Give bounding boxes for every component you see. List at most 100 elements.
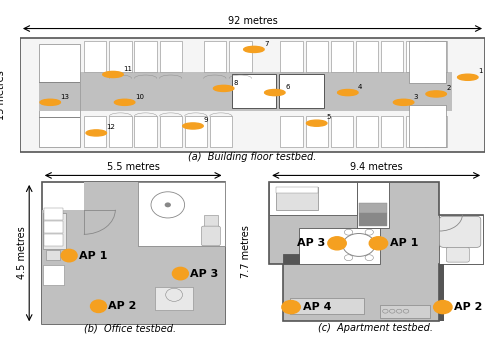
- Bar: [230, 41, 252, 72]
- Polygon shape: [269, 182, 483, 321]
- Bar: [210, 116, 232, 147]
- Circle shape: [214, 85, 234, 92]
- Text: 92 metres: 92 metres: [228, 16, 278, 26]
- Bar: [330, 41, 353, 72]
- Bar: [232, 74, 276, 108]
- Bar: [356, 182, 389, 228]
- Bar: [356, 116, 378, 147]
- FancyBboxPatch shape: [446, 247, 469, 262]
- Circle shape: [90, 300, 106, 313]
- FancyBboxPatch shape: [202, 226, 220, 246]
- Circle shape: [244, 46, 264, 53]
- Circle shape: [172, 267, 188, 280]
- Text: AP 1: AP 1: [78, 251, 107, 261]
- Bar: [280, 116, 302, 147]
- Bar: [43, 213, 66, 249]
- Circle shape: [86, 130, 106, 136]
- Circle shape: [264, 89, 285, 96]
- Text: AP 1: AP 1: [390, 238, 418, 248]
- Bar: [44, 208, 63, 220]
- Text: AP 4: AP 4: [302, 302, 331, 312]
- Bar: [424, 41, 447, 72]
- Bar: [155, 287, 193, 310]
- Text: 9.4 metres: 9.4 metres: [350, 162, 403, 172]
- Bar: [306, 41, 328, 72]
- Text: 7.7 metres: 7.7 metres: [241, 225, 251, 278]
- Bar: [43, 266, 64, 285]
- Bar: [359, 203, 386, 213]
- Circle shape: [282, 301, 300, 314]
- Bar: [160, 116, 182, 147]
- Bar: [110, 116, 132, 147]
- Text: 4.5 metres: 4.5 metres: [17, 227, 27, 279]
- Bar: [306, 116, 328, 147]
- Bar: [38, 82, 80, 83]
- Bar: [134, 41, 156, 72]
- Circle shape: [369, 237, 388, 250]
- Bar: [440, 215, 483, 264]
- Text: 5: 5: [327, 114, 332, 120]
- Circle shape: [458, 74, 478, 80]
- Bar: [46, 250, 60, 260]
- Bar: [84, 116, 106, 147]
- Bar: [299, 228, 380, 264]
- Text: 13: 13: [60, 94, 70, 100]
- Text: (c)  Apartment testbed.: (c) Apartment testbed.: [318, 323, 432, 333]
- Text: 3: 3: [414, 94, 418, 100]
- Text: 7: 7: [264, 41, 268, 47]
- Bar: [160, 41, 182, 72]
- Text: 2: 2: [446, 85, 451, 91]
- Bar: [406, 116, 428, 147]
- Polygon shape: [42, 182, 224, 324]
- Text: 6: 6: [285, 84, 290, 90]
- Circle shape: [40, 99, 60, 105]
- Bar: [38, 83, 80, 111]
- Bar: [204, 215, 218, 231]
- Bar: [280, 41, 302, 72]
- Circle shape: [164, 203, 171, 207]
- Bar: [42, 182, 224, 324]
- Text: (a)  Building floor testbed.: (a) Building floor testbed.: [188, 152, 316, 162]
- Circle shape: [394, 99, 414, 105]
- Circle shape: [338, 89, 358, 96]
- Text: 5.5 metres: 5.5 metres: [106, 162, 160, 172]
- Bar: [269, 182, 356, 215]
- Bar: [276, 187, 318, 210]
- Bar: [408, 105, 446, 147]
- Bar: [359, 213, 386, 226]
- Bar: [38, 117, 80, 118]
- Bar: [44, 234, 63, 246]
- Text: AP 2: AP 2: [108, 301, 136, 311]
- Bar: [20, 38, 485, 152]
- Bar: [80, 72, 424, 111]
- Circle shape: [426, 91, 446, 97]
- Bar: [38, 44, 80, 147]
- Bar: [406, 41, 428, 72]
- Bar: [408, 41, 446, 83]
- Bar: [134, 116, 156, 147]
- Bar: [138, 182, 224, 246]
- Bar: [290, 298, 364, 315]
- Text: 1: 1: [478, 69, 482, 74]
- Circle shape: [328, 237, 346, 250]
- Bar: [84, 41, 106, 72]
- Bar: [110, 41, 132, 72]
- Bar: [276, 187, 318, 193]
- Text: 12: 12: [106, 124, 116, 130]
- Bar: [204, 41, 226, 72]
- Circle shape: [61, 250, 77, 262]
- Bar: [38, 83, 80, 111]
- Circle shape: [434, 301, 452, 314]
- Bar: [283, 254, 299, 264]
- Bar: [330, 116, 353, 147]
- Bar: [280, 74, 324, 108]
- Bar: [381, 41, 403, 72]
- Text: 15 metres: 15 metres: [0, 71, 6, 120]
- Text: 9: 9: [203, 117, 207, 123]
- Bar: [440, 264, 444, 321]
- Bar: [184, 116, 207, 147]
- Text: 11: 11: [123, 66, 132, 72]
- Text: 8: 8: [234, 80, 238, 86]
- Circle shape: [114, 99, 135, 105]
- Text: AP 3: AP 3: [298, 238, 326, 248]
